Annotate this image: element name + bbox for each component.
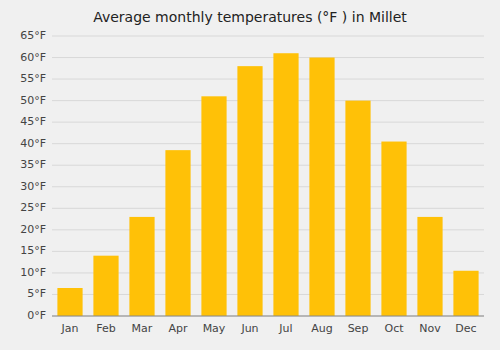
bar	[93, 256, 118, 316]
bar	[273, 53, 298, 316]
x-tick-label: Dec	[455, 322, 476, 335]
grid-line	[52, 143, 484, 144]
x-axis-line	[52, 316, 484, 317]
bar	[129, 217, 154, 316]
y-tick-label: 25°F	[20, 201, 46, 214]
y-axis: 0°F 5°F 10°F 15°F 20°F 25°F 30°F 35°F 40°F 45°F 50…	[20, 29, 46, 322]
x-tick-label: Sep	[348, 322, 369, 335]
x-tick-label: Aug	[311, 322, 332, 335]
x-tick-label: Oct	[384, 322, 404, 335]
y-tick-label: 30°F	[20, 180, 46, 193]
bar	[201, 96, 226, 316]
bar	[57, 288, 82, 316]
y-tick-label: 10°F	[20, 266, 46, 279]
x-axis: Jan Feb Mar Apr May Jun Jul Aug Sep Oct Nov Dec	[52, 316, 484, 335]
x-tick-label: Mar	[132, 322, 153, 335]
bar	[237, 66, 262, 316]
grid-line	[52, 100, 484, 101]
grid-line	[52, 122, 484, 123]
grid-line	[52, 208, 484, 209]
y-tick-label: 5°F	[27, 287, 46, 300]
y-tick-label: 40°F	[20, 137, 46, 150]
chart: 0°F 5°F 10°F 15°F 20°F 25°F 30°F 35°F 40°F 45°F 50…	[0, 0, 500, 350]
y-tick-label: 45°F	[20, 115, 46, 128]
bar	[381, 142, 406, 316]
bar	[345, 101, 370, 316]
grid-line	[52, 316, 484, 317]
x-tick-label: Jun	[240, 322, 258, 335]
bars	[57, 53, 478, 316]
grid-line	[52, 57, 484, 58]
bar	[453, 271, 478, 316]
y-tick-label: 15°F	[20, 244, 46, 257]
y-tick-label: 65°F	[20, 29, 46, 42]
y-tick-label: 55°F	[20, 72, 46, 85]
x-tick-label: Jan	[61, 322, 79, 335]
y-tick-label: 0°F	[27, 309, 46, 322]
y-tick-label: 20°F	[20, 223, 46, 236]
grid-line	[52, 186, 484, 187]
title: Average monthly temperatures (°F ) in Mi…	[93, 9, 407, 25]
x-tick-label: Apr	[168, 322, 188, 335]
bar	[165, 150, 190, 316]
bar	[417, 217, 442, 316]
grid-line	[52, 36, 484, 37]
bar	[309, 58, 334, 316]
grid-line	[52, 79, 484, 80]
x-tick-label: May	[203, 322, 226, 335]
grid	[52, 36, 484, 316]
x-tick-label: Jul	[278, 322, 292, 335]
x-tick-label: Nov	[419, 322, 441, 335]
y-tick-label: 60°F	[20, 51, 46, 64]
y-tick-label: 35°F	[20, 158, 46, 171]
y-tick-label: 50°F	[20, 94, 46, 107]
grid-line	[52, 165, 484, 166]
page: {"chart_data": {"type": "bar", "title": …	[0, 0, 500, 350]
x-tick-label: Feb	[96, 322, 115, 335]
